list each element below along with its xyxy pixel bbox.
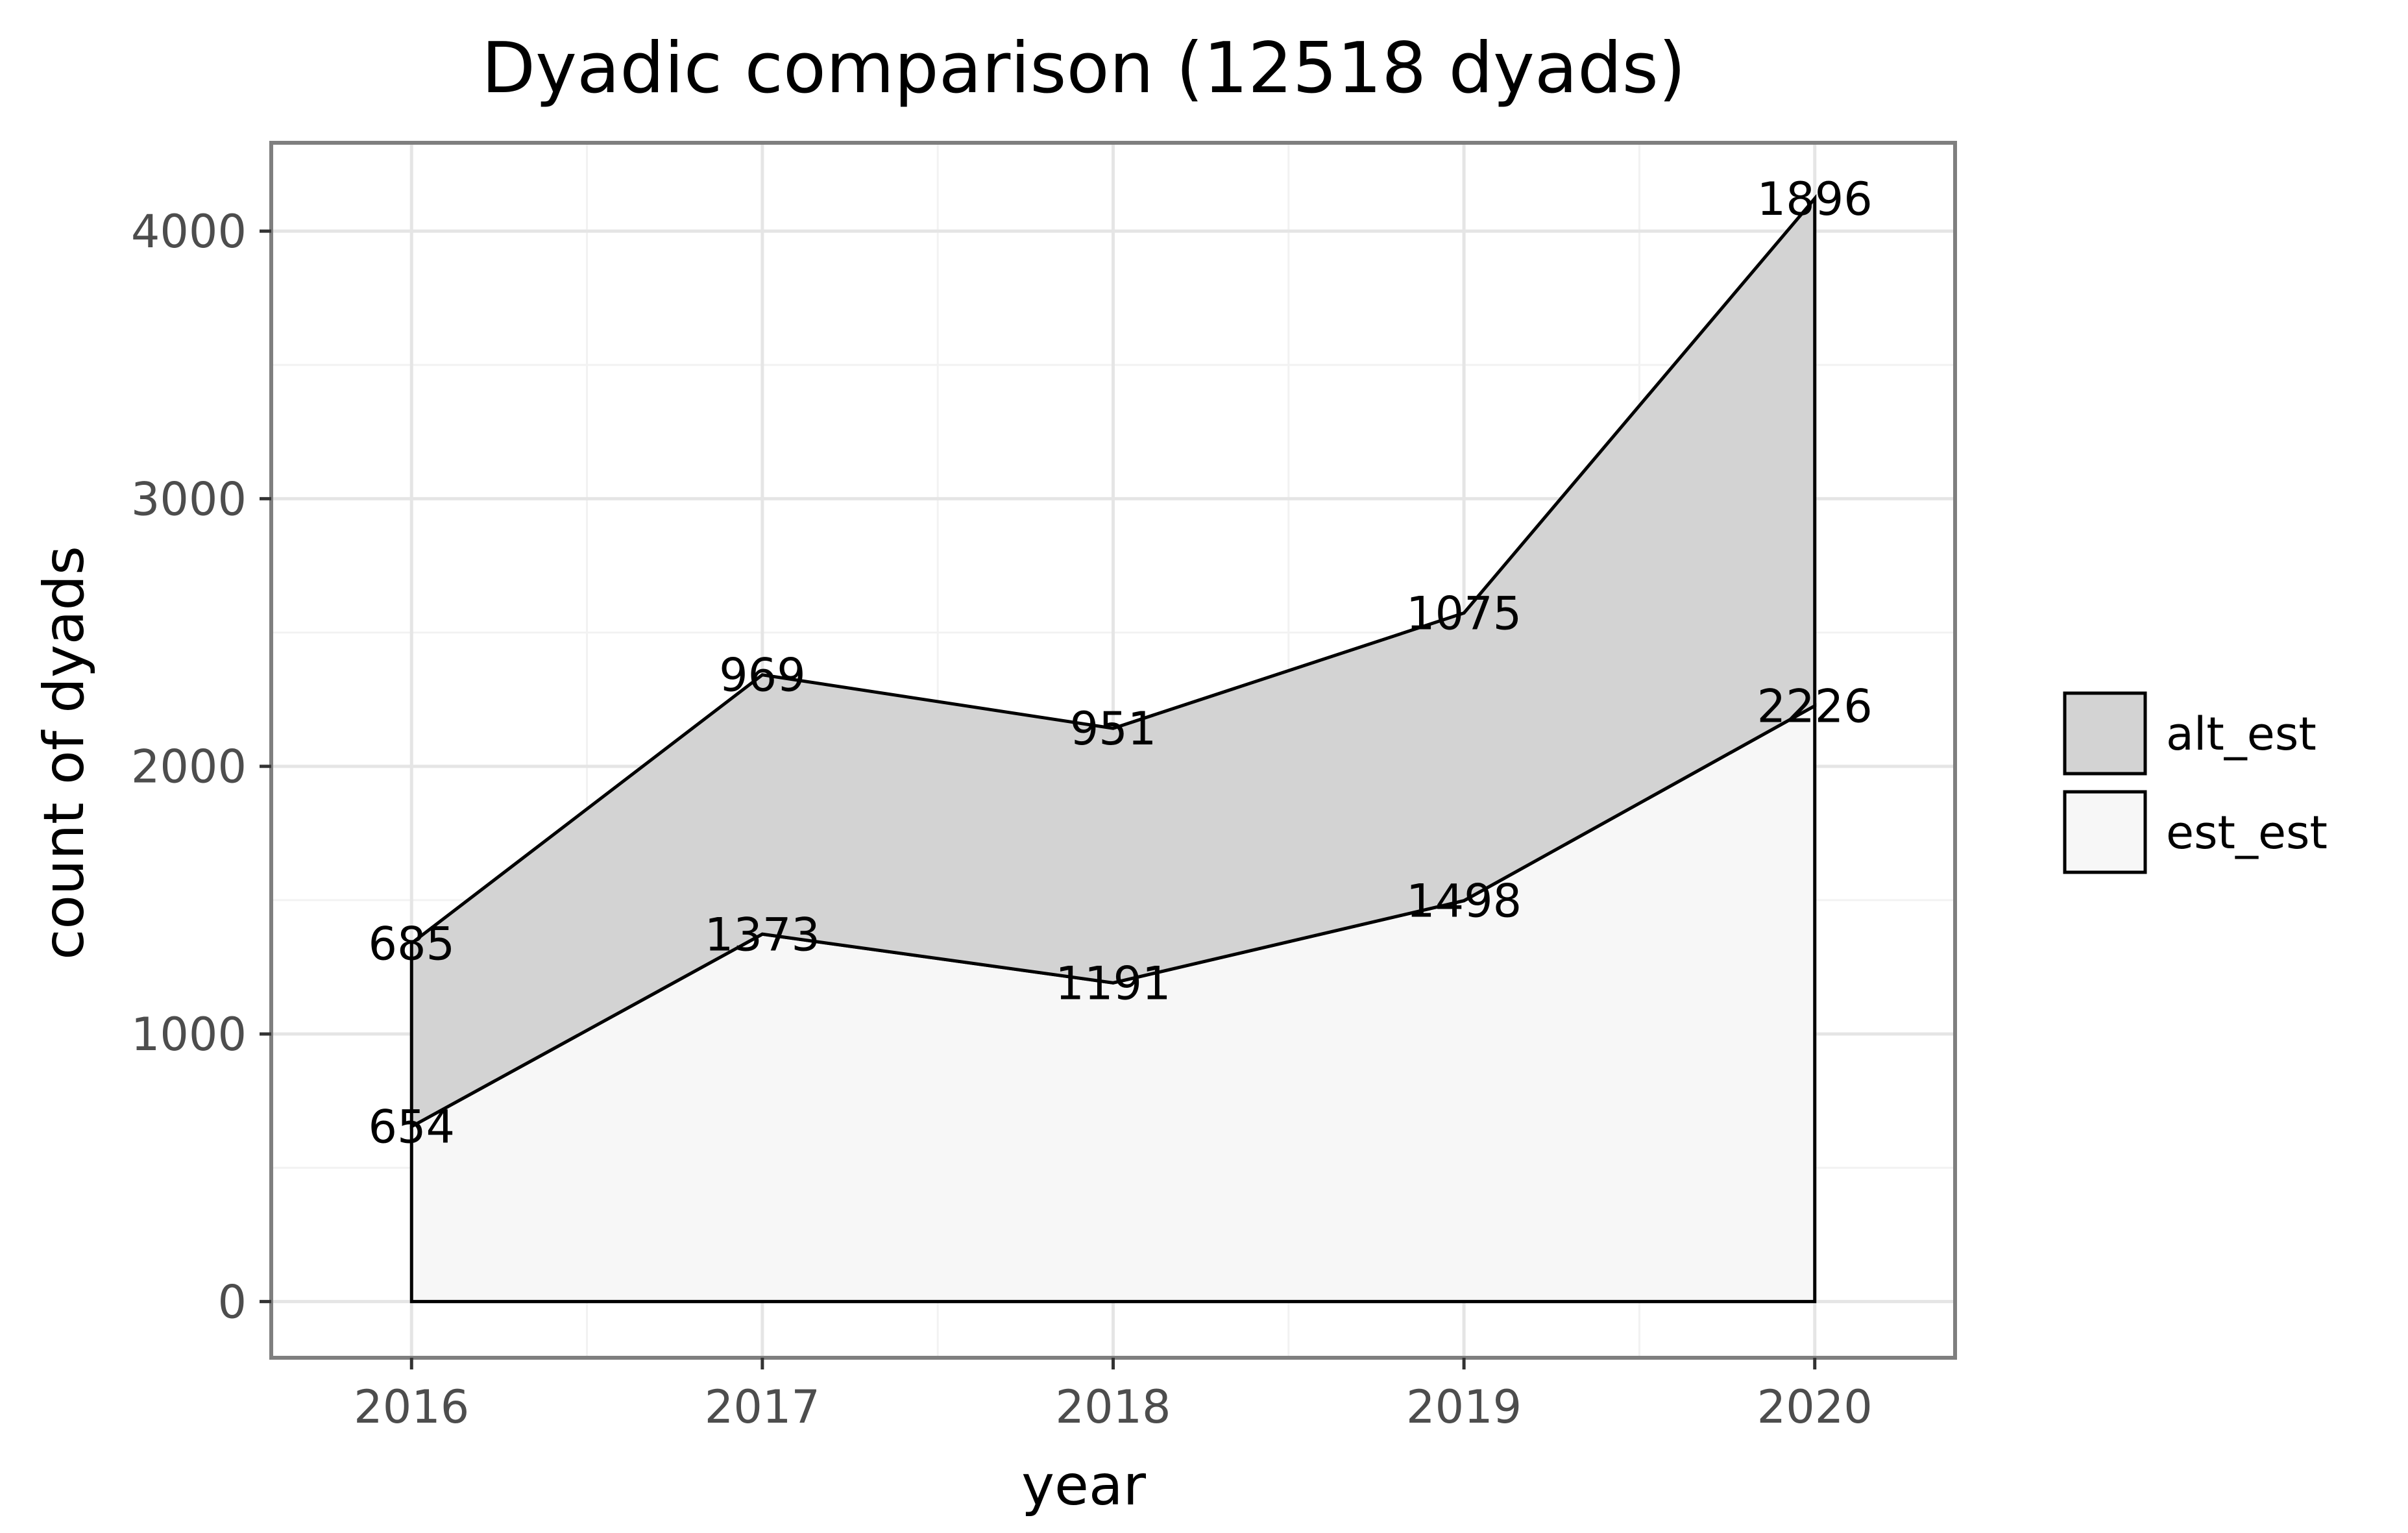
chart-title: Dyadic comparison (12518 dyads) [481, 28, 1686, 109]
data-label-est-est: 1191 [1055, 957, 1171, 1010]
axis-ticks [260, 229, 1817, 1369]
x-tick-label: 2018 [1055, 1380, 1171, 1434]
y-tick-label: 1000 [131, 1008, 247, 1061]
x-tick-label: 2017 [705, 1380, 820, 1434]
data-label-est-est: 1373 [705, 908, 820, 961]
y-tick-label: 3000 [131, 472, 247, 526]
data-label-est-est: 654 [368, 1101, 455, 1154]
x-tick-label: 2019 [1406, 1380, 1522, 1434]
y-tick-label: 2000 [131, 741, 247, 794]
data-label-est-est: 1498 [1406, 875, 1522, 928]
data-labels: 654 1373 1191 1498 2226 685 969 951 1075 1896 [368, 173, 1872, 1154]
legend-key-est-est [2063, 790, 2147, 874]
legend-label-est-est: est_est [2166, 806, 2328, 859]
x-tick-label: 2016 [354, 1380, 469, 1434]
x-tick-label: 2020 [1757, 1380, 1873, 1434]
legend: alt_est est_est [2063, 691, 2328, 874]
legend-label-alt-est: alt_est [2166, 707, 2317, 761]
stacked-areas [409, 193, 1817, 1303]
data-label-alt-est: 969 [719, 649, 806, 702]
x-axis-title: year [1021, 1453, 1147, 1518]
data-label-alt-est: 951 [1070, 702, 1157, 755]
data-label-alt-est: 685 [368, 917, 455, 970]
legend-key-alt-est [2063, 691, 2147, 776]
y-axis-title: count of dyads [32, 546, 97, 960]
axis-tick-labels: 2016 2017 2018 2019 2020 0 1000 2000 3000 4000 [131, 205, 1873, 1434]
data-label-alt-est: 1896 [1757, 173, 1873, 226]
y-tick-label: 4000 [131, 205, 247, 258]
area-alt-est [409, 193, 1817, 1129]
data-label-est-est: 2226 [1757, 680, 1873, 733]
data-label-alt-est: 1075 [1406, 587, 1522, 640]
y-tick-label: 0 [217, 1275, 247, 1329]
